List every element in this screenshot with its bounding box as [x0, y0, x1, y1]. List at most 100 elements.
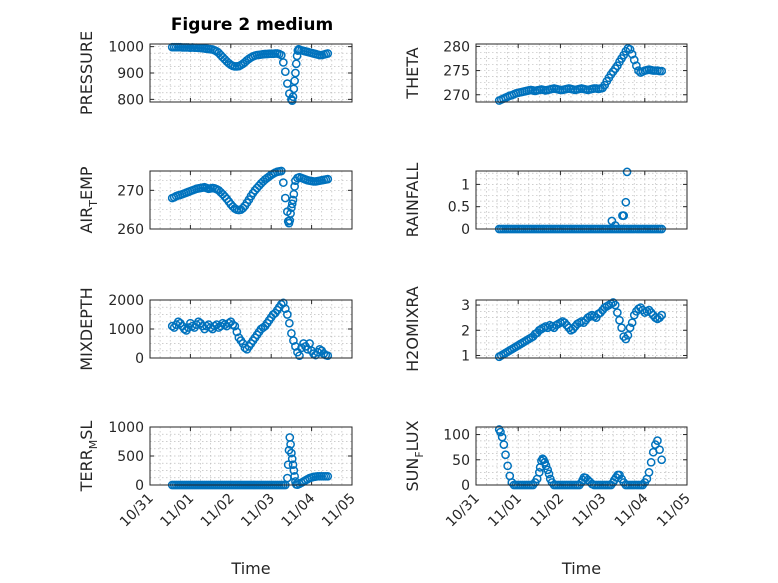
data-point	[297, 343, 306, 353]
y-tick-label: 270	[443, 88, 470, 104]
data-point	[184, 323, 193, 332]
data-point	[295, 351, 304, 361]
data-point	[615, 315, 624, 325]
data-point	[323, 351, 333, 361]
data-point	[657, 455, 667, 465]
data-point	[290, 182, 299, 191]
y-tick-label: 1	[461, 348, 470, 364]
data-point	[210, 321, 219, 331]
data-point	[579, 318, 588, 328]
y-tick-label: 270	[117, 183, 144, 199]
subplot-1: 800 900 1000 PRESSURE	[77, 31, 353, 115]
data-point	[634, 66, 643, 75]
data-point	[625, 44, 635, 54]
y-tick-label: 275	[443, 64, 470, 80]
data-point	[644, 305, 654, 315]
data-point	[625, 323, 635, 333]
x-tick-label: 11/05	[319, 491, 359, 531]
axes-box	[149, 43, 353, 103]
data-point	[608, 298, 618, 307]
data-point	[283, 460, 293, 470]
data-point	[286, 440, 295, 449]
data-point	[655, 445, 664, 455]
data-point	[179, 324, 189, 334]
x-axis-label: Time	[561, 559, 601, 578]
data-point	[238, 203, 248, 213]
data-point	[309, 349, 318, 358]
data-point	[303, 344, 312, 354]
data-point	[278, 58, 288, 67]
data-point	[622, 167, 632, 177]
x-tick-label: 11/04	[279, 490, 319, 530]
data-point	[287, 448, 296, 458]
y-tick-label: 0	[135, 351, 144, 367]
x-tick-label: 11/04	[612, 490, 652, 530]
x-tick-label: 11/01	[157, 491, 197, 531]
y-tick-label: 0	[461, 222, 470, 238]
data-point	[653, 436, 662, 445]
x-tick-label: 11/01	[485, 491, 525, 531]
data-point	[278, 178, 288, 187]
data-point	[621, 197, 631, 207]
data-point	[280, 67, 290, 77]
data-point	[287, 203, 296, 213]
axes-box	[149, 299, 353, 359]
data-point	[646, 457, 656, 467]
data-point	[286, 209, 295, 218]
data-point	[657, 310, 667, 320]
subplot-8: 0 50 100 SUNFLUX 10/31 11/01 11/02 11/03 11/04 11…	[403, 420, 694, 578]
data-point	[291, 342, 300, 351]
y-axis-label: RAINFALL	[403, 163, 422, 238]
data-point	[544, 469, 554, 479]
axes-box	[149, 170, 353, 230]
y-axis-label: MIXDEPTH	[77, 287, 96, 370]
data-point	[613, 308, 622, 317]
data-point	[290, 76, 299, 86]
data-point	[560, 318, 569, 328]
data-point	[499, 440, 509, 450]
data-point	[240, 343, 250, 353]
data-point	[288, 92, 298, 102]
data-point	[596, 308, 605, 317]
data-point	[496, 427, 505, 437]
y-tick-label: 1	[461, 177, 470, 193]
subplot-5: 0 1000 2000 MIXDEPTH	[77, 287, 353, 371]
data-point	[228, 320, 238, 329]
data-point	[323, 471, 333, 481]
y-tick-label: 800	[117, 92, 144, 108]
y-tick-label: 0	[135, 478, 144, 494]
data-point	[280, 193, 290, 203]
data-point	[541, 461, 551, 471]
y-axis-label: H2OMIXRA	[403, 286, 422, 372]
data-point	[291, 68, 300, 78]
data-point	[610, 300, 620, 310]
data-point	[627, 318, 637, 328]
data-point	[287, 454, 297, 464]
y-tick-label: 1000	[108, 322, 144, 338]
y-tick-label: 1000	[108, 40, 144, 56]
data-point	[534, 468, 544, 477]
data-point	[188, 321, 197, 331]
x-axis-label: Time	[230, 559, 270, 578]
y-tick-label: 1000	[108, 420, 144, 436]
data-point	[285, 318, 294, 328]
data-point	[632, 61, 641, 71]
y-tick-label: 0	[461, 478, 470, 494]
data-point	[232, 327, 242, 337]
data-point	[278, 298, 288, 308]
y-tick-label: 0.5	[448, 200, 470, 216]
subplot-7: 0 500 1000 TERRMSL 10/31 11/01 11/02 11/03 11/04…	[77, 420, 359, 578]
x-tick-label: 10/31	[117, 491, 157, 531]
data-point	[646, 308, 656, 317]
data-point	[290, 471, 299, 481]
x-tick-label: 10/31	[443, 491, 483, 531]
y-tick-label: 3	[461, 298, 470, 314]
axes-box	[475, 426, 688, 486]
y-tick-label: 50	[452, 453, 470, 469]
data-point	[287, 96, 297, 106]
data-point	[167, 321, 177, 331]
y-tick-label: 100	[443, 428, 470, 444]
x-tick-label: 11/02	[527, 491, 567, 531]
